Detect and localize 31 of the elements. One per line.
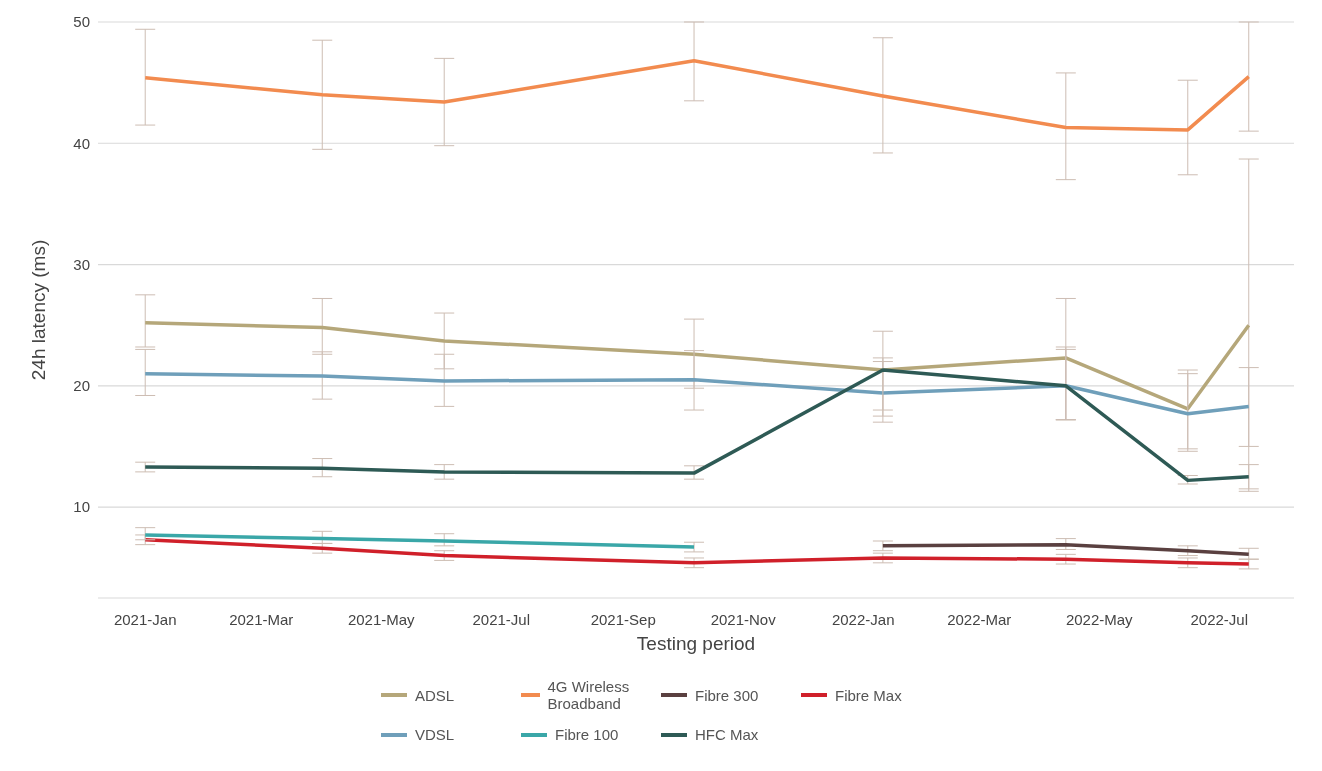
legend-label: ADSL bbox=[415, 686, 455, 704]
x-tick-label: 2021-Nov bbox=[710, 610, 777, 628]
legend-label: Fibre 300 bbox=[695, 686, 759, 704]
legend-label: Fibre 100 bbox=[555, 726, 619, 743]
y-tick-label: 40 bbox=[73, 134, 90, 152]
line-series bbox=[143, 538, 1251, 566]
y-tick-label: 50 bbox=[73, 13, 90, 31]
line-series bbox=[143, 59, 1251, 132]
y-axis-title: 24h latency (ms) bbox=[27, 239, 49, 381]
line-series bbox=[143, 371, 1251, 416]
y-tick-label: 10 bbox=[73, 498, 90, 516]
y-tick-label: 20 bbox=[73, 377, 90, 395]
x-tick-label: 2021-Mar bbox=[229, 610, 294, 628]
line-series bbox=[143, 320, 1251, 411]
x-tick-label: 2022-Jan bbox=[831, 610, 895, 628]
x-tick-label: 2022-Mar bbox=[947, 610, 1012, 628]
x-tick-label: 2021-Sep bbox=[590, 610, 656, 628]
line-series bbox=[881, 542, 1251, 557]
legend-label: Fibre Max bbox=[835, 686, 902, 704]
y-tick-label: 30 bbox=[73, 255, 90, 273]
x-tick-label: 2022-Jul bbox=[1190, 610, 1249, 628]
x-tick-label: 2022-May bbox=[1065, 610, 1134, 628]
line-series bbox=[143, 368, 1251, 483]
x-tick-label: 2021-May bbox=[347, 610, 416, 628]
legend-label: 4G Wireless Broadband bbox=[547, 678, 631, 712]
line-series bbox=[143, 533, 696, 549]
x-tick-label: 2021-Jan bbox=[113, 610, 177, 628]
legend-label: HFC Max bbox=[695, 726, 759, 743]
legend-label: VDSL bbox=[415, 726, 455, 743]
x-axis-title: Testing period bbox=[636, 633, 756, 654]
x-tick-label: 2021-Jul bbox=[472, 610, 531, 628]
